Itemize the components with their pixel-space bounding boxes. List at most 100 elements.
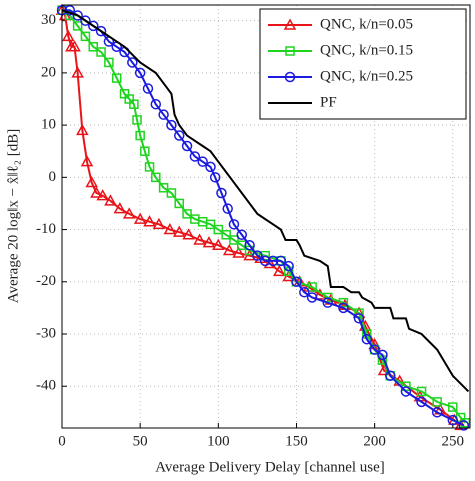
marker	[132, 115, 142, 125]
marker	[90, 186, 103, 198]
marker	[163, 223, 177, 235]
y-tick-label: 0	[49, 169, 57, 185]
x-tick-label: 150	[285, 433, 308, 449]
marker	[205, 161, 216, 173]
marker	[95, 25, 107, 37]
marker	[140, 146, 150, 156]
marker	[212, 238, 225, 250]
series-line	[61, 9, 470, 393]
marker	[338, 302, 349, 314]
marker	[416, 396, 427, 408]
marker	[213, 224, 224, 235]
marker	[166, 188, 177, 198]
marker	[150, 98, 162, 110]
x-tick-label: 100	[207, 433, 230, 449]
marker	[259, 255, 271, 267]
marker	[151, 172, 161, 183]
y-tick-label: 30	[41, 12, 56, 28]
marker	[129, 99, 139, 109]
marker	[209, 172, 221, 183]
marker	[322, 292, 333, 303]
marker	[222, 203, 233, 214]
marker	[144, 162, 155, 172]
marker	[133, 212, 147, 224]
marker	[267, 255, 279, 267]
marker	[236, 229, 248, 241]
marker	[143, 215, 156, 227]
marker	[182, 209, 192, 219]
legend-label: QNC, k/n=0.05	[320, 16, 413, 32]
marker	[166, 119, 177, 131]
marker	[142, 83, 154, 94]
marker	[197, 156, 208, 167]
marker	[72, 10, 83, 21]
marker	[174, 198, 184, 209]
marker	[221, 230, 231, 240]
x-tick-label: 0	[58, 433, 66, 449]
marker	[189, 151, 201, 162]
marker	[361, 333, 373, 345]
marker	[369, 344, 380, 355]
marker	[68, 40, 81, 52]
x-tick-label: 200	[363, 433, 386, 449]
marker	[322, 297, 333, 308]
marker	[104, 57, 114, 68]
legend-label: PF	[320, 94, 337, 110]
marker	[72, 21, 83, 31]
marker	[447, 414, 459, 426]
y-tick-label: -10	[36, 221, 56, 237]
marker	[283, 260, 294, 272]
marker	[61, 29, 75, 42]
marker	[181, 140, 193, 152]
marker	[134, 67, 146, 79]
marker	[222, 243, 236, 256]
marker	[113, 202, 127, 214]
marker	[354, 308, 364, 318]
legend-label: QNC, k/n=0.15	[320, 42, 413, 58]
legend-marker	[285, 46, 295, 56]
marker	[182, 228, 195, 240]
y-axis-label: Average 20 log‖x − x̂‖ℓ₂ [dB]	[5, 129, 21, 303]
marker	[400, 386, 412, 397]
marker	[252, 250, 263, 261]
legend-marker	[283, 18, 297, 30]
legend-label: QNC, k/n=0.25	[320, 68, 413, 84]
marker	[135, 130, 145, 141]
marker	[416, 386, 427, 397]
plot-frame	[61, 4, 471, 429]
marker	[80, 155, 94, 167]
y-tick-label: 20	[41, 64, 56, 80]
marker	[88, 20, 99, 32]
marker	[122, 207, 136, 219]
y-tick-label: -40	[36, 378, 56, 394]
marker	[448, 402, 458, 412]
marker	[229, 235, 239, 245]
marker	[244, 239, 255, 251]
marker	[460, 418, 471, 428]
marker	[71, 66, 84, 78]
x-tick-label: 250	[442, 433, 465, 449]
marker	[193, 233, 206, 245]
marker	[202, 236, 216, 248]
marker	[385, 370, 396, 382]
y-tick-label: -30	[36, 325, 56, 341]
marker	[228, 219, 240, 230]
y-tick-label: 10	[41, 117, 56, 133]
marker	[76, 123, 89, 136]
marker	[377, 349, 388, 361]
marker	[104, 194, 117, 206]
marker	[432, 397, 442, 407]
marker	[80, 15, 91, 26]
marker	[85, 176, 98, 188]
marker	[64, 4, 76, 16]
x-axis-label: Average Delivery Delay [channel use]	[155, 459, 385, 475]
marker	[205, 219, 216, 230]
marker	[458, 420, 469, 431]
marker	[158, 109, 169, 120]
marker	[216, 187, 227, 199]
marker	[111, 73, 122, 83]
marker	[338, 297, 349, 308]
marker	[80, 31, 91, 42]
marker	[431, 407, 443, 418]
